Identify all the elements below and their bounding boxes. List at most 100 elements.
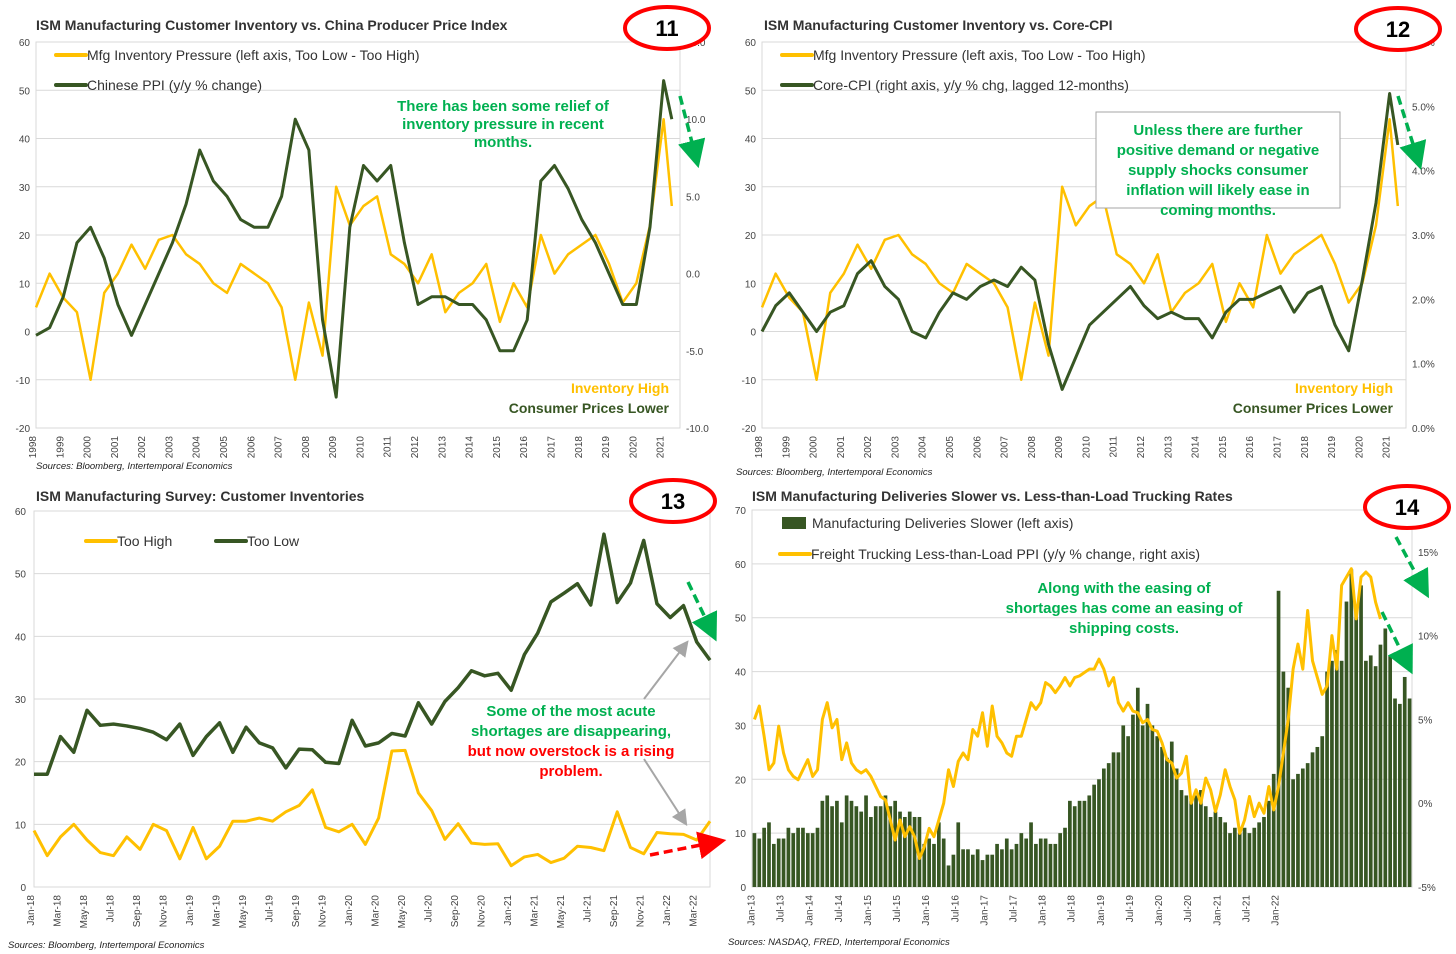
annotation-line: coming months. — [1160, 202, 1276, 219]
bar-deliveries-slower — [854, 806, 859, 887]
y-left-tick: 20 — [19, 231, 31, 242]
bar-deliveries-slower — [1373, 666, 1378, 887]
legend-deliveries-label: Manufacturing Deliveries Slower (left ax… — [812, 515, 1073, 531]
bar-deliveries-slower — [951, 854, 956, 887]
y-right-tick: 2.0% — [1412, 295, 1435, 306]
bar-deliveries-slower — [922, 843, 927, 887]
bar-deliveries-slower — [1029, 822, 1033, 887]
bar-deliveries-slower — [1359, 585, 1363, 887]
source-note: Sources: Bloomberg, Intertemporal Econom… — [736, 467, 933, 477]
bar-deliveries-slower — [776, 838, 781, 887]
x-tick: 2009 — [1054, 436, 1065, 459]
bar-deliveries-slower — [1126, 736, 1130, 887]
x-tick: Jan-22 — [662, 895, 673, 926]
x-tick: 2015 — [492, 436, 503, 459]
bar-deliveries-slower — [815, 827, 820, 887]
bar-deliveries-slower — [1019, 833, 1024, 887]
corner-inventory-high: Inventory High — [571, 380, 669, 396]
x-tick: 2020 — [628, 436, 639, 459]
bar-deliveries-slower — [810, 833, 815, 887]
bar-deliveries-slower — [1121, 725, 1126, 887]
bar-deliveries-slower — [980, 860, 985, 887]
bar-deliveries-slower — [1364, 660, 1368, 887]
x-tick: 2008 — [301, 436, 312, 459]
annotation-line: but now overstock is a rising — [468, 743, 675, 760]
y-left-tick: 10 — [15, 820, 27, 831]
bar-deliveries-slower — [1407, 698, 1412, 887]
y-left-tick: 50 — [19, 86, 31, 97]
x-tick: 2001 — [110, 436, 121, 459]
bar-deliveries-slower — [844, 795, 849, 887]
x-tick: 2011 — [1109, 436, 1120, 458]
bar-deliveries-slower — [1330, 660, 1334, 887]
x-tick: 2012 — [410, 436, 421, 459]
badge-number: 14 — [1395, 495, 1420, 520]
bar-deliveries-slower — [1339, 660, 1344, 887]
bar-deliveries-slower — [1266, 800, 1271, 887]
x-tick: Jan-18 — [1038, 895, 1049, 926]
bar-deliveries-slower — [1291, 779, 1295, 887]
y-right-tick: -10.0 — [686, 424, 709, 435]
y-left-tick: 0 — [740, 883, 746, 894]
x-tick: 2021 — [656, 436, 667, 459]
bar-deliveries-slower — [985, 854, 990, 887]
y-left-tick: 40 — [19, 135, 31, 146]
bar-deliveries-slower — [1034, 843, 1038, 887]
source-note: Sources: Bloomberg, Intertemporal Econom… — [8, 940, 205, 951]
annotation-line: shortages are disappearing, — [471, 723, 671, 740]
x-tick: Jan-19 — [1096, 895, 1107, 926]
y-right-tick: 0.0 — [686, 270, 700, 281]
chart-title: ISM Manufacturing Survey: Customer Inven… — [36, 488, 364, 504]
bar-deliveries-slower — [927, 838, 931, 887]
y-right-tick: 10.0 — [686, 115, 706, 126]
y-left-tick: 50 — [15, 570, 27, 581]
x-tick: May-21 — [556, 895, 567, 929]
bar-deliveries-slower — [893, 800, 898, 887]
bar-deliveries-slower — [1213, 811, 1218, 887]
annotation-box — [1095, 111, 1341, 209]
x-tick: Mar-22 — [689, 895, 700, 927]
series-too-high-line — [32, 748, 712, 868]
bar-deliveries-slower — [767, 822, 771, 887]
y-left-tick: 10 — [745, 279, 757, 290]
x-tick: Jan-19 — [185, 895, 196, 926]
x-tick: 2007 — [1000, 436, 1011, 459]
legend-deliveries-swatch — [782, 517, 806, 529]
bar-deliveries-slower — [1393, 698, 1397, 887]
y-right-tick: 10% — [1418, 632, 1438, 643]
x-tick: Sep-20 — [450, 895, 461, 928]
annotation-line: Along with the easing of — [1037, 580, 1211, 597]
x-tick: 2016 — [519, 436, 530, 459]
x-tick: 2002 — [863, 436, 874, 459]
legend-second-label: Core-CPI (right axis, y/y % chg, lagged … — [813, 77, 1129, 93]
bar-deliveries-slower — [1237, 833, 1242, 887]
bar-deliveries-slower — [1402, 676, 1407, 887]
y-right-tick: 5.0% — [1412, 102, 1435, 113]
annotation-line: shipping costs. — [1069, 620, 1179, 637]
annotation-line: inventory pressure in recent — [402, 116, 604, 133]
bar-deliveries-slower — [970, 854, 975, 887]
bar-deliveries-slower — [1189, 800, 1194, 887]
x-tick: Jan-21 — [1212, 895, 1223, 926]
bar-deliveries-slower — [820, 800, 825, 887]
x-tick: Jan-21 — [503, 895, 514, 926]
x-tick: 1998 — [754, 436, 765, 459]
x-tick: Jan-15 — [863, 895, 874, 926]
x-tick: Mar-18 — [53, 895, 64, 927]
bar-deliveries-slower — [1063, 827, 1067, 887]
trend-arrow — [678, 95, 706, 169]
bar-deliveries-slower — [990, 854, 995, 887]
bar-deliveries-slower — [1174, 768, 1179, 887]
x-tick: 2000 — [809, 436, 820, 459]
x-tick: Jan-20 — [344, 895, 355, 926]
bar-deliveries-slower — [903, 816, 907, 887]
trend-arrow-up — [649, 831, 727, 860]
bar-deliveries-slower — [1223, 822, 1228, 887]
y-right-tick: -5.0 — [686, 347, 704, 358]
bar-deliveries-slower — [1320, 736, 1325, 887]
x-tick: Jan-13 — [746, 895, 757, 926]
x-tick: May-19 — [238, 895, 249, 929]
x-tick: 2021 — [1382, 436, 1393, 459]
x-tick: 2006 — [972, 436, 983, 459]
x-tick: 2013 — [437, 436, 448, 459]
